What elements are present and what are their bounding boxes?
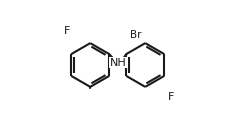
Text: Br: Br xyxy=(130,30,142,40)
Text: F: F xyxy=(168,92,174,102)
Text: NH: NH xyxy=(110,58,127,68)
Text: F: F xyxy=(64,26,71,36)
